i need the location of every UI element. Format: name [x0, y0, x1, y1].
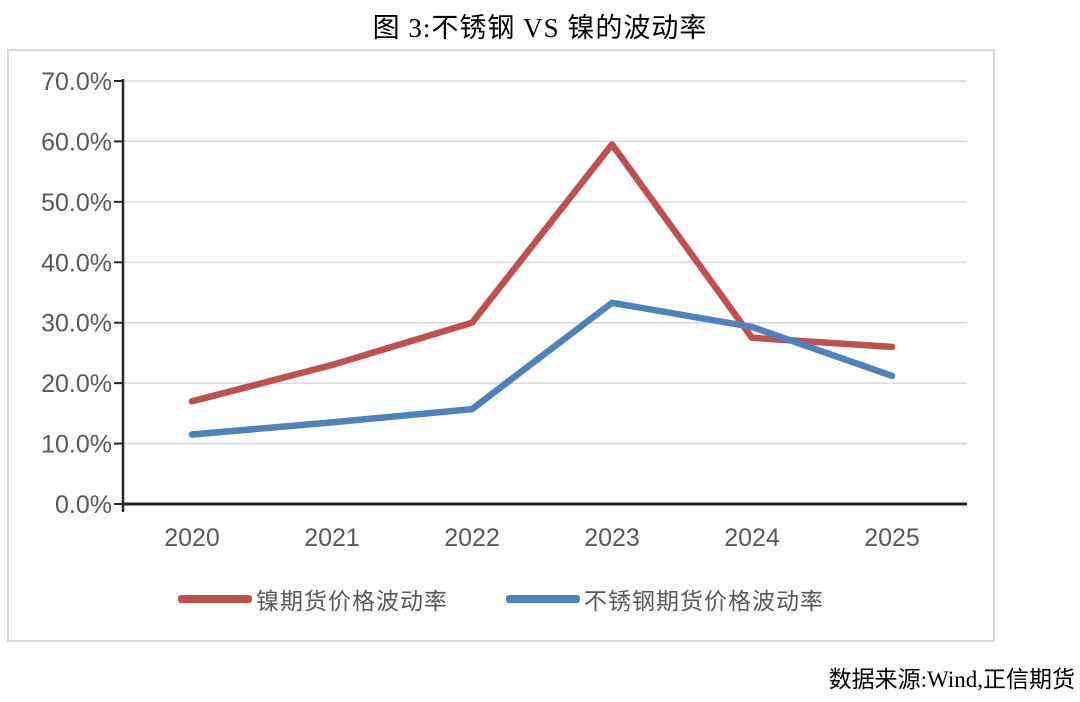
y-tick-label: 0.0%	[55, 491, 112, 519]
x-tick-label: 2024	[724, 524, 780, 552]
chart-frame: 70.0% 60.0% 50.0% 40.0% 30.0% 20.0% 10.0% 0.0% 2…	[7, 49, 995, 642]
figure-title: 图 3:不锈钢 VS 镍的波动率	[372, 13, 708, 43]
x-tick-label: 2025	[864, 524, 920, 552]
legend-item-nickel[interactable]: 镍期货价格波动率	[178, 582, 448, 616]
series-line-0	[188, 141, 896, 405]
stainless-line-marker-icon	[506, 595, 580, 603]
data-source: 数据来源:Wind,正信期货	[828, 667, 1075, 692]
chart-legend: 镍期货价格波动率 不锈钢期货价格波动率	[9, 577, 993, 621]
y-tick-label: 10.0%	[41, 431, 112, 459]
volatility-line-chart: 70.0% 60.0% 50.0% 40.0% 30.0% 20.0% 10.0% 0.0% 2…	[41, 68, 967, 552]
y-tick-label: 20.0%	[41, 370, 112, 398]
y-tick-label: 60.0%	[41, 128, 112, 156]
legend-label-nickel: 镍期货价格波动率	[256, 589, 448, 614]
legend-label-stainless: 不锈钢期货价格波动率	[584, 589, 824, 614]
y-tick-label: 40.0%	[41, 249, 112, 277]
x-tick-label: 2022	[444, 524, 500, 552]
x-tick-label: 2020	[164, 524, 220, 552]
legend-item-stainless[interactable]: 不锈钢期货价格波动率	[506, 582, 824, 616]
y-tick-label: 70.0%	[41, 68, 112, 96]
y-tick-label: 50.0%	[41, 189, 112, 217]
x-tick-label: 2023	[584, 524, 640, 552]
y-tick-label: 30.0%	[41, 310, 112, 338]
series-line-1	[188, 299, 896, 438]
x-tick-label: 2021	[304, 524, 360, 552]
nickel-line-marker-icon	[178, 595, 252, 603]
